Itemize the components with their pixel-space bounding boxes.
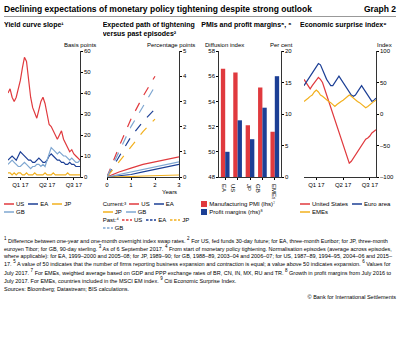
- html-text:Economic surprise index⁹: Economic surprise index⁹: [300, 21, 387, 28]
- svg-text:Q1 17: Q1 17: [308, 182, 325, 188]
- html-text:GB: GB: [16, 209, 25, 215]
- svg-text:EA: EA: [222, 184, 228, 192]
- svg-text:10: 10: [84, 153, 91, 159]
- html-text:Current:³: Current:³: [102, 201, 127, 207]
- svg-text:54: 54: [209, 99, 216, 105]
- html-text:US: US: [141, 201, 150, 207]
- svg-text:0: 0: [183, 174, 187, 180]
- html-text:GB: GB: [114, 225, 124, 231]
- html-text:© Bank for International Settl: © Bank for International Settlements: [307, 294, 396, 301]
- svg-text:20: 20: [84, 132, 91, 138]
- svg-text:Percentage points: Percentage points: [147, 42, 195, 48]
- svg-text:52: 52: [209, 124, 216, 130]
- html-text:Expected path of tightening ve: Expected path of tightening versus past …: [102, 21, 195, 37]
- svg-text:5: 5: [183, 48, 187, 54]
- svg-text:48: 48: [209, 174, 216, 180]
- svg-text:4: 4: [183, 73, 187, 79]
- svg-text:JP: JP: [246, 184, 252, 191]
- html-text:JP: JP: [64, 201, 72, 207]
- html-text:EA: EA: [40, 201, 49, 207]
- svg-text:GB: GB: [255, 184, 261, 193]
- svg-text:Q3 17: Q3 17: [66, 182, 83, 188]
- html-text:JP: JP: [182, 217, 190, 223]
- svg-text:Q1 17: Q1 17: [12, 182, 29, 188]
- svg-text:58: 58: [209, 48, 216, 54]
- svg-text:1: 1: [183, 149, 187, 155]
- html-text:Euro area: Euro area: [364, 201, 391, 207]
- html-text:US: US: [16, 201, 25, 207]
- svg-text:0: 0: [285, 174, 289, 180]
- svg-text:–100: –100: [380, 174, 394, 180]
- html-text:JP: JP: [114, 209, 122, 215]
- svg-text:15: 15: [285, 80, 292, 86]
- html-text:Past:⁴: Past:⁴: [102, 217, 119, 223]
- svg-text:0: 0: [380, 111, 384, 117]
- svg-text:Basis points: Basis points: [64, 42, 96, 48]
- svg-text:0: 0: [84, 174, 88, 180]
- svg-text:2: 2: [183, 124, 187, 130]
- html-text:Profit margins (rhs)⁸: Profit margins (rhs)⁸: [209, 209, 263, 215]
- svg-text:50: 50: [380, 80, 387, 86]
- html-text:1Difference between one-year a: 1Difference between one-year and one-mon…: [4, 236, 392, 285]
- svg-text:–50: –50: [380, 143, 391, 149]
- svg-text:30: 30: [84, 111, 91, 117]
- svg-text:50: 50: [209, 149, 216, 155]
- html-text:United States: United States: [312, 201, 348, 207]
- html-text:PMIs and profit margins⁵, ⁶: PMIs and profit margins⁵, ⁶: [201, 21, 292, 28]
- svg-text:Per cent: Per cent: [270, 42, 293, 48]
- svg-text:20: 20: [285, 48, 292, 54]
- html-text:Sources: Bloomberg; Datastream: Sources: Bloomberg; Datastream; BIS calc…: [4, 285, 129, 292]
- html-text:GB: GB: [137, 209, 147, 215]
- html-text:Declining expectations of mone: Declining expectations of monetary polic…: [4, 4, 312, 14]
- html-text:Yield curve slope¹: Yield curve slope¹: [4, 21, 64, 28]
- svg-text:60: 60: [84, 48, 91, 54]
- svg-text:50: 50: [84, 69, 91, 75]
- html-text:Graph 2: Graph 2: [363, 4, 396, 14]
- svg-text:EMEs: EMEs: [271, 184, 277, 199]
- html-text:Manufacturing PMI (lhs)⁷: Manufacturing PMI (lhs)⁷: [209, 201, 276, 207]
- svg-text:40: 40: [84, 90, 91, 96]
- svg-text:2: 2: [153, 182, 157, 188]
- svg-text:10: 10: [285, 111, 292, 117]
- svg-text:5: 5: [285, 143, 289, 149]
- html-text:EMEs: EMEs: [312, 209, 328, 215]
- html-text:EA: EA: [158, 217, 167, 223]
- svg-text:Years: Years: [162, 189, 177, 195]
- svg-text:3: 3: [177, 182, 181, 188]
- svg-text:3: 3: [183, 99, 187, 105]
- svg-text:0: 0: [105, 182, 109, 188]
- svg-text:56: 56: [209, 73, 216, 79]
- svg-text:100: 100: [380, 48, 391, 54]
- svg-text:Q3 17: Q3 17: [362, 182, 379, 188]
- svg-text:Q2 17: Q2 17: [39, 182, 56, 188]
- svg-text:Diffusion index: Diffusion index: [205, 42, 244, 48]
- svg-text:Index: Index: [377, 42, 392, 48]
- svg-text:US: US: [230, 184, 236, 192]
- svg-text:1: 1: [129, 182, 133, 188]
- html-text:EA: EA: [165, 201, 174, 207]
- html-text:US: US: [133, 217, 143, 223]
- svg-text:Q2 17: Q2 17: [335, 182, 352, 188]
